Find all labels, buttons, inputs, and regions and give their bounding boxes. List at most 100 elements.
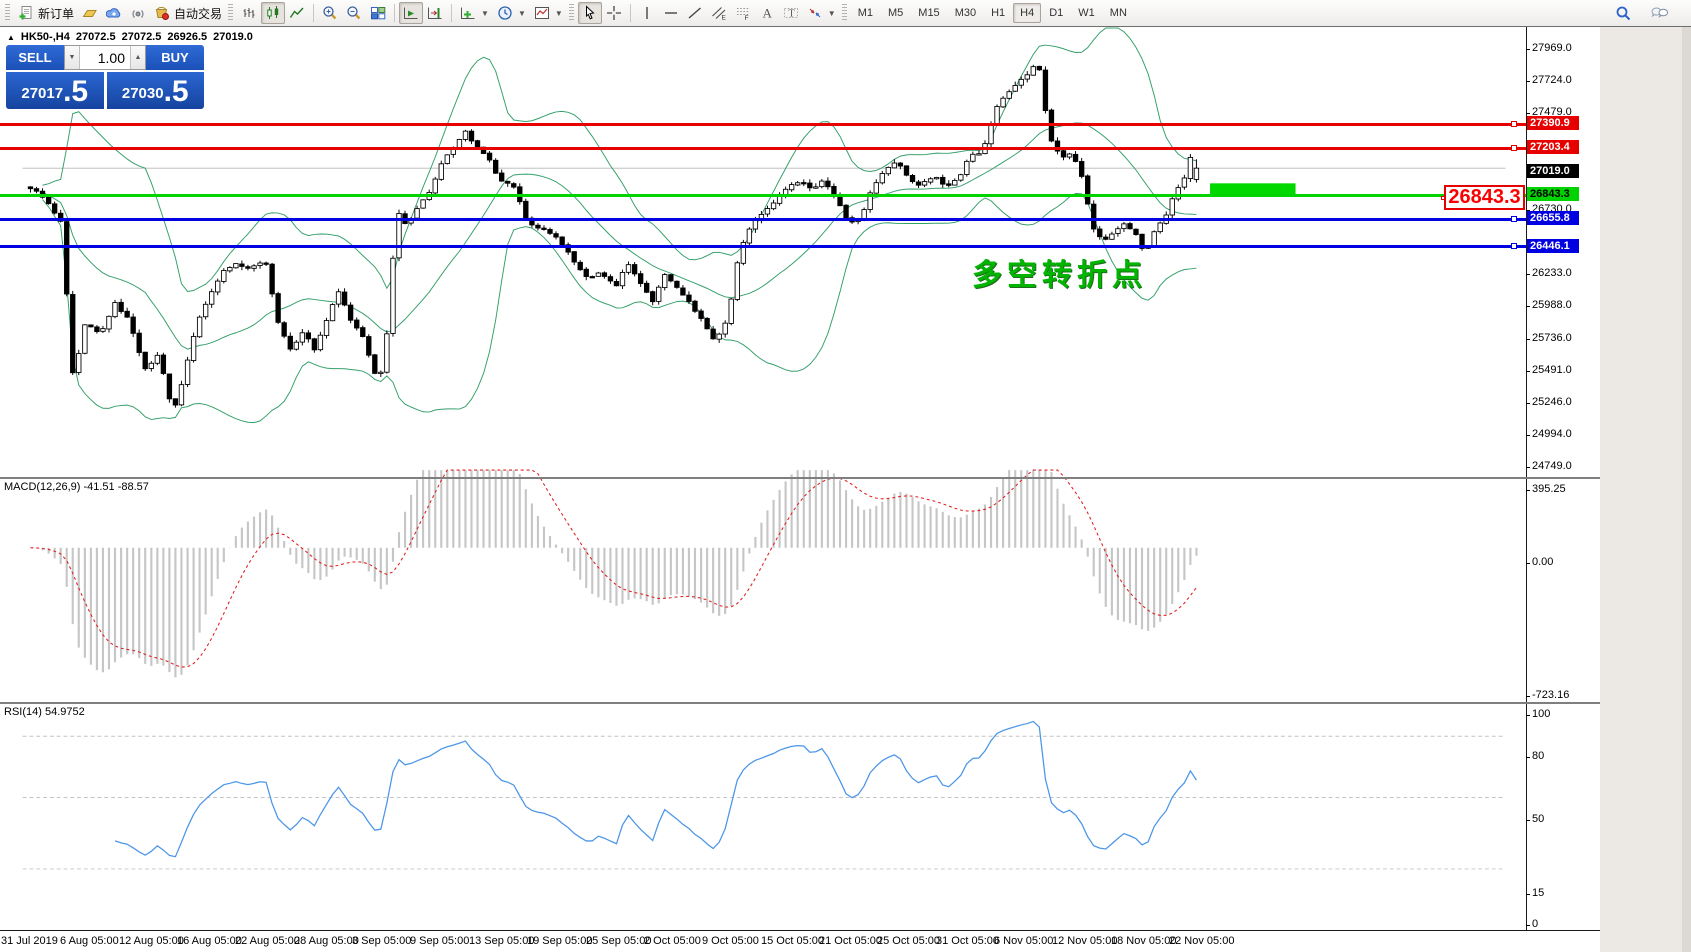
rsi-tick-label: 15 (1532, 887, 1545, 899)
text-label-button[interactable]: T (779, 2, 803, 24)
volume-up-button[interactable]: ▲ (130, 46, 145, 69)
svg-text:F: F (744, 15, 748, 21)
rsi-tick-label: 80 (1532, 750, 1545, 762)
rsi-panel-separator[interactable] (0, 702, 1600, 704)
community-icon (1650, 5, 1670, 21)
rsi-tick-label: 100 (1532, 708, 1551, 720)
rsi-label: RSI(14) 54.9752 (4, 706, 85, 718)
chart-shift-button[interactable] (423, 2, 447, 24)
auto-scroll-button[interactable] (399, 2, 424, 24)
level-price-label: 26655.8 (1527, 211, 1579, 225)
timeframe-m1[interactable]: M1 (857, 7, 873, 19)
chart-annotation-text[interactable]: 多空转折点 (972, 259, 1147, 292)
cloud-community-button[interactable] (102, 2, 126, 24)
fibonacci-button[interactable]: F (731, 2, 755, 24)
toolbar-grip (5, 4, 10, 22)
periods-button[interactable]: ▼ (493, 2, 530, 24)
date-label: 22 Nov 05:00 (1169, 935, 1235, 947)
line-chart-button[interactable] (285, 2, 309, 24)
level-price-label: 26446.1 (1527, 239, 1579, 253)
level-line-27203.4[interactable] (0, 145, 1526, 151)
timeframe-h1[interactable]: H1 (991, 7, 1006, 19)
level-price-label: 27203.4 (1527, 140, 1579, 154)
price-tick (1526, 435, 1530, 436)
tile-windows-button[interactable] (366, 2, 390, 24)
price-tick-label: 25246.0 (1532, 396, 1572, 408)
line-handle[interactable] (1511, 145, 1517, 151)
level-line-27390.9[interactable] (0, 121, 1526, 127)
buy-price-button[interactable]: 27030 .5 (106, 72, 204, 109)
price-tick-label: 25988.0 (1532, 299, 1572, 311)
level-line-26446.1[interactable] (0, 243, 1526, 249)
price-tick-label: 26233.0 (1532, 267, 1572, 279)
periods-icon (497, 5, 513, 21)
templates-button[interactable]: ▼ (530, 2, 567, 24)
line-handle[interactable] (1511, 121, 1517, 127)
vertical-line-button[interactable] (635, 2, 659, 24)
channel-button[interactable]: E (707, 2, 731, 24)
timeframe-mn[interactable]: MN (1109, 7, 1127, 19)
horizontal-line-icon (663, 5, 679, 21)
price-tick-label: 27969.0 (1532, 42, 1572, 54)
cursor-button[interactable] (577, 2, 602, 24)
timeframe-m30[interactable]: M30 (954, 7, 977, 19)
arrows-button[interactable]: ▼ (803, 2, 840, 24)
level-line-26843.3[interactable] (0, 192, 1526, 198)
sell-price-fraction: .5 (63, 75, 89, 108)
line-handle[interactable] (1511, 243, 1517, 249)
crosshair-button[interactable] (602, 2, 626, 24)
autotrade-button[interactable]: 自动交易 (150, 2, 226, 24)
macd-tick-label: 0.00 (1532, 556, 1554, 568)
ohlc-low: 26926.5 (167, 31, 208, 43)
text-button[interactable]: A (755, 2, 779, 24)
indicators-button[interactable]: ▼ (456, 2, 493, 24)
rsi-tick (1526, 715, 1530, 716)
sell-price-button[interactable]: 27017 .5 (6, 72, 104, 109)
horizontal-line-button[interactable] (659, 2, 683, 24)
new-order-button[interactable]: 新订单 (14, 2, 78, 24)
zoom-out-button[interactable] (342, 2, 366, 24)
price-tick (1526, 210, 1530, 211)
chevron-down-icon: ▼ (827, 8, 836, 18)
bollinger-bands (42, 27, 1197, 424)
trendline-button[interactable] (683, 2, 707, 24)
crosshair-icon (606, 5, 622, 21)
level-price-label: 26843.3 (1527, 187, 1579, 201)
channel-icon: E (711, 5, 727, 21)
gold-bar-button[interactable] (78, 2, 102, 24)
rsi-line (114, 720, 1197, 858)
timeframe-m5[interactable]: M5 (888, 7, 904, 19)
date-label: 12 Aug 05:00 (119, 935, 184, 947)
timeframe-d1[interactable]: D1 (1049, 7, 1064, 19)
price-tick-label: 25491.0 (1532, 364, 1572, 376)
candlestick-chart-button[interactable] (261, 2, 286, 24)
sell-button[interactable]: SELL (6, 45, 64, 70)
rsi-tick (1526, 757, 1530, 758)
price-callout-box[interactable]: 26843.3 (1441, 185, 1525, 210)
level-line-26655.8[interactable] (0, 216, 1526, 222)
search-button[interactable] (1611, 2, 1636, 24)
date-label: 31 Jul 2019 (1, 935, 58, 947)
timeframe-h4[interactable]: H4 (1013, 3, 1042, 23)
rsi-tick (1526, 820, 1530, 821)
timeframe-m15[interactable]: M15 (918, 7, 940, 19)
tile-windows-icon (370, 5, 386, 21)
zoom-in-button[interactable] (318, 2, 342, 24)
arrows-icon (807, 5, 823, 21)
volume-down-button[interactable]: ▼ (65, 46, 80, 69)
bar-chart-button[interactable] (237, 2, 261, 24)
toolbar-separator (394, 4, 396, 22)
rsi-tick (1526, 894, 1530, 895)
price-tick-label: 27479.0 (1532, 106, 1572, 118)
signals-button[interactable] (126, 2, 150, 24)
timeframe-w1[interactable]: W1 (1078, 7, 1095, 19)
macd-panel-separator[interactable] (0, 477, 1600, 479)
chart-canvas[interactable] (0, 27, 1600, 952)
date-label: 19 Sep 05:00 (527, 935, 593, 947)
collapse-marker-icon[interactable]: ▲ (7, 32, 15, 42)
community-button[interactable] (1646, 2, 1674, 24)
line-handle[interactable] (1511, 216, 1517, 222)
volume-value[interactable]: 1.00 (97, 49, 125, 66)
buy-button[interactable]: BUY (146, 45, 204, 70)
date-label: 3 Sep 05:00 (352, 935, 412, 947)
